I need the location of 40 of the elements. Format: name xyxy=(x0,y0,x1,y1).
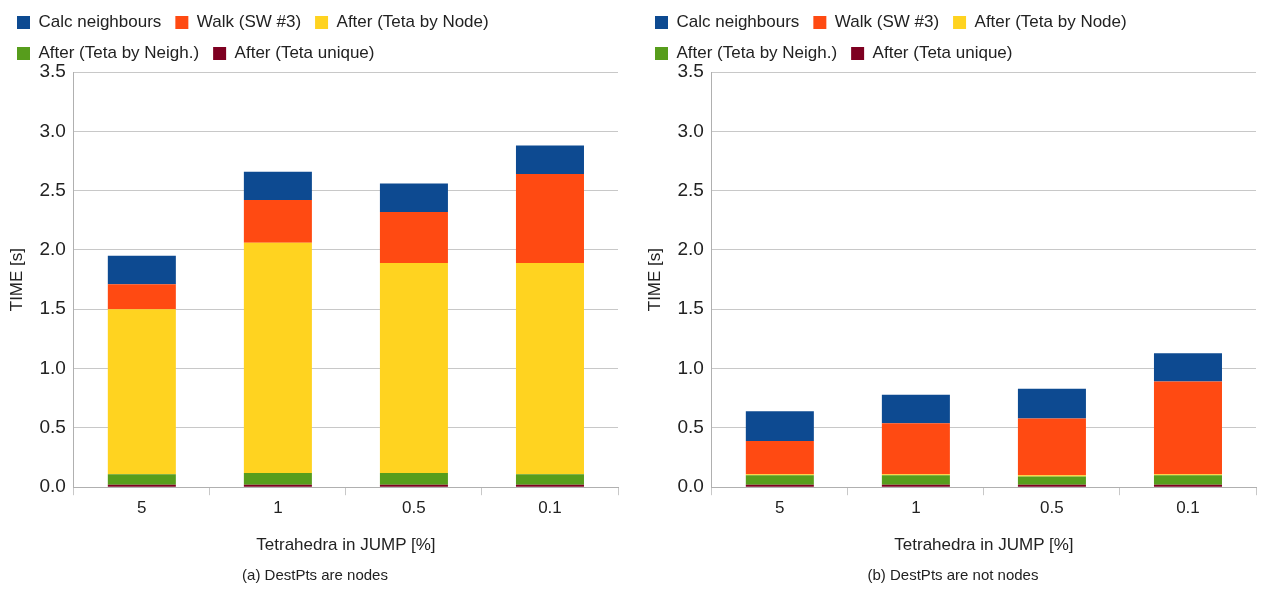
text: (b) DestPts are not nodes xyxy=(867,566,1039,583)
x-tick-label: 0.5 xyxy=(401,498,426,518)
y-tick-label: 3.5 xyxy=(38,60,66,82)
y-tick-label: 1.5 xyxy=(38,297,66,319)
y-tick-label: 0.0 xyxy=(676,475,704,497)
y-axis-title: TIME [s] xyxy=(6,247,26,312)
y-tick-label: 0.5 xyxy=(676,416,704,438)
y-tick-label: 3.0 xyxy=(38,119,66,141)
y-tick-label: 0.0 xyxy=(38,475,66,497)
legend-label: Walk (SW #3) xyxy=(834,12,939,32)
y-tick-label: 0.5 xyxy=(38,416,66,438)
x-axis-title: Tetrahedra in JUMP [%] xyxy=(255,535,436,555)
legend-label: After (Teta by Node) xyxy=(974,12,1127,32)
legend-label: After (Teta by Neigh.) xyxy=(676,43,837,63)
legend-label: Calc neighbours xyxy=(676,12,799,32)
y-tick-label: 1.0 xyxy=(676,356,704,378)
y-tick-label: 2.5 xyxy=(38,178,66,200)
x-tick-label: 0.5 xyxy=(1039,498,1064,518)
legend-label: After (Teta unique) xyxy=(872,43,1012,63)
y-tick-label: 3.5 xyxy=(676,60,704,82)
legend-label: After (Teta by Neigh.) xyxy=(38,43,199,63)
x-tick-label: 1 xyxy=(910,498,921,518)
y-tick-label: 1.0 xyxy=(38,356,66,378)
text: (a) DestPts are nodes xyxy=(242,566,388,583)
y-tick-label: 2.5 xyxy=(676,178,704,200)
x-tick-label: 0.1 xyxy=(537,498,562,518)
x-axis-title: Tetrahedra in JUMP [%] xyxy=(893,535,1074,555)
x-tick-label: 5 xyxy=(136,498,147,518)
x-tick-label: 0.1 xyxy=(1175,498,1200,518)
legend-label: Walk (SW #3) xyxy=(196,12,301,32)
y-tick-label: 2.0 xyxy=(676,238,704,260)
legend-label: After (Teta unique) xyxy=(234,43,374,63)
legend-label: After (Teta by Node) xyxy=(336,12,489,32)
y-axis-title: TIME [s] xyxy=(644,247,664,312)
x-tick-label: 5 xyxy=(774,498,785,518)
y-tick-label: 3.0 xyxy=(676,119,704,141)
legend-label: Calc neighbours xyxy=(38,12,161,32)
x-tick-label: 1 xyxy=(272,498,283,518)
y-tick-label: 2.0 xyxy=(38,238,66,260)
y-tick-label: 1.5 xyxy=(676,297,704,319)
